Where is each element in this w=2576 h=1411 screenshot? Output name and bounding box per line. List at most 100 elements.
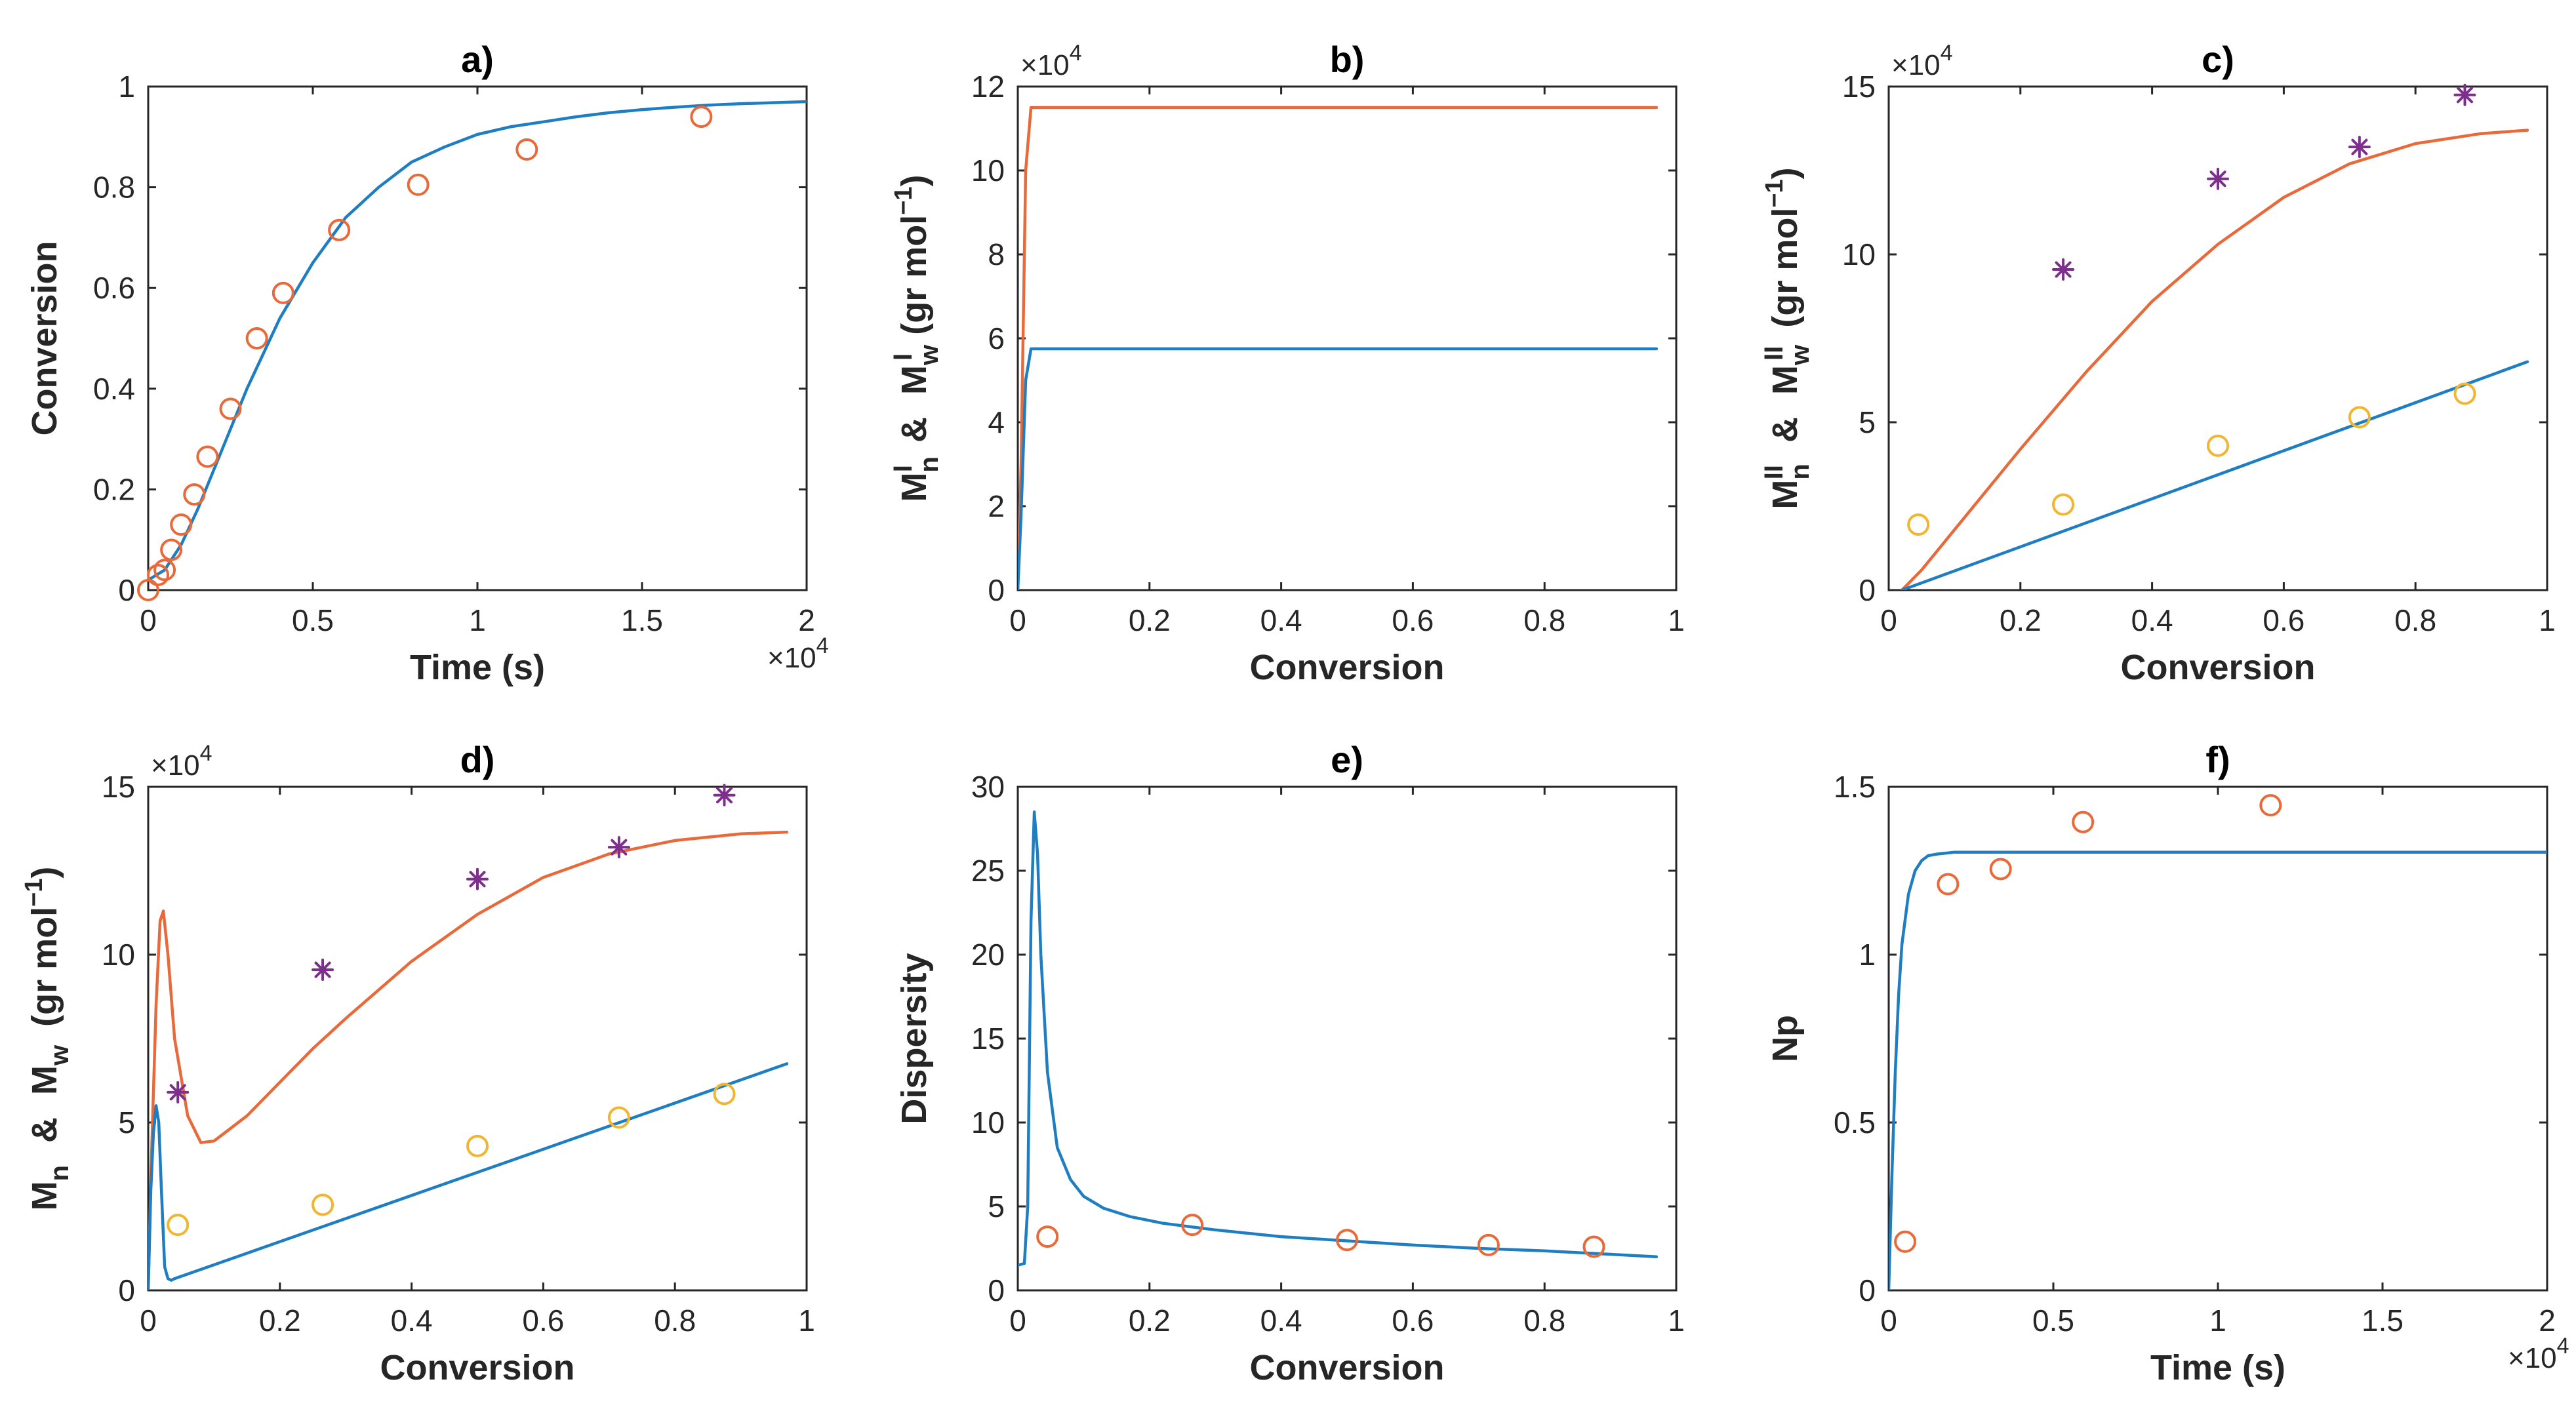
chart-panel-c: 0 0.2 0.4 0.6 0.8 1051015c)ConversionMnII&MwI…	[1760, 39, 2556, 687]
x-tick-label: 1.5	[2362, 1303, 2404, 1338]
x-axis-label: Time (s)	[2150, 1348, 2285, 1387]
y-axis-label-part: II	[1760, 346, 1788, 361]
y-tick-label: 0.6	[93, 271, 135, 305]
y-axis-label: Mn & Mw (gr mol−1)	[20, 867, 74, 1211]
y-axis-label-part: )	[895, 174, 934, 186]
y-tick-label: 5	[988, 1189, 1005, 1223]
data-point-circle	[160, 538, 183, 561]
x-tick-label: 1	[469, 603, 486, 637]
series-line-mw-model	[148, 830, 789, 1290]
y-axis-label-part: )	[1765, 167, 1805, 179]
data-point-circle	[153, 559, 176, 582]
x-tick-label: 0.5	[292, 603, 334, 637]
data-point-star	[466, 867, 489, 890]
data-point-circle	[1582, 1235, 1605, 1258]
y-tick-label: 15	[971, 1022, 1005, 1056]
x-tick-label: 0	[1880, 1303, 1897, 1338]
x-tick-label: 1	[1668, 1303, 1685, 1338]
x-tick-label: 2	[2539, 1303, 2556, 1338]
chart-panel-b: 0 0.2 0.4 0.6 0.8 1024681012b)ConversionMnI&M…	[889, 39, 1685, 687]
y-tick-label: 0	[988, 1273, 1005, 1307]
x-tick-label: 0.5	[2032, 1303, 2074, 1338]
series-layer	[148, 830, 789, 1290]
data-point-star	[167, 1081, 190, 1103]
x-axis-label: Time (s)	[410, 648, 545, 687]
panel-title: d)	[460, 739, 495, 780]
data-point-circle	[2348, 406, 2371, 429]
y-axis-label-part: −1	[1761, 179, 1788, 207]
x-tick-label: 1	[2209, 1303, 2226, 1338]
y-axis-label-part: −1	[890, 186, 917, 214]
y-axis-label-part: &	[895, 417, 934, 443]
y-tick-label: 0.2	[93, 472, 135, 506]
data-point-circle	[183, 483, 206, 506]
x-tick-label: 0.8	[2394, 603, 2436, 637]
y-tick-label: 20	[971, 938, 1005, 972]
y-axis-label-part: n	[915, 456, 944, 472]
chart-panel-e: 0 0.2 0.4 0.6 0.8 1051015202530e)ConversionDi…	[895, 739, 1685, 1387]
panel-title: b)	[1330, 39, 1365, 80]
data-point-circle	[2072, 810, 2095, 833]
y-tick-label: 1	[1859, 938, 1876, 972]
y-axis-label-part: (gr mol	[1765, 208, 1805, 328]
series-layer	[1889, 850, 2547, 1290]
series-layer	[1018, 106, 1659, 590]
y-tick-label: 10	[971, 153, 1005, 188]
data-point-star	[2052, 258, 2075, 281]
data-point-circle	[147, 563, 170, 586]
y-axis-label-part: I	[889, 353, 917, 361]
y-tick-label: 10	[1842, 237, 1876, 271]
data-point-circle	[196, 445, 219, 468]
y-axis-label-part: II	[1760, 465, 1788, 479]
x-tick-label: 0.4	[2131, 603, 2173, 637]
series-layer	[1018, 810, 1659, 1267]
data-point-circle	[1477, 1233, 1500, 1256]
data-point-circle	[272, 281, 294, 304]
x-tick-label: 1.5	[621, 603, 663, 637]
chart-panel-f: 0 0.5 1 1.5 2 0 0.5 1 1.5 f) Time (s) Np ×104	[1765, 739, 2569, 1387]
panel-title: c)	[2202, 39, 2234, 80]
y-multiplier: ×104	[151, 741, 212, 782]
x-tick-label: 0.2	[259, 1303, 301, 1338]
y-multiplier: ×104	[1020, 41, 1082, 81]
y-tick-label: 6	[988, 321, 1005, 355]
x-tick-label: 0.6	[1392, 1303, 1434, 1338]
panel-title: f)	[2205, 739, 2230, 780]
y-axis-label-part: M	[895, 365, 934, 395]
y-axis-label-part: (gr mol	[25, 907, 64, 1027]
x-tick-label: 0.2	[2000, 603, 2042, 637]
y-multiplier: ×104	[1891, 41, 1953, 81]
series-layer	[1900, 129, 2529, 590]
data-point-star	[2453, 83, 2476, 106]
y-axis-label-part: n	[45, 1165, 74, 1181]
data-point-circle	[167, 1214, 190, 1237]
y-tick-label: 4	[988, 405, 1005, 439]
x-tick-label: 0.8	[1523, 1303, 1565, 1338]
data-point-star	[2207, 167, 2229, 190]
data-point-circle	[2207, 434, 2229, 457]
data-point-star	[2348, 136, 2371, 159]
data-point-circle	[690, 106, 713, 129]
chart-panel-d: 0 0.2 0.4 0.6 0.8 1051015d)ConversionMn&Mw(gr…	[20, 739, 815, 1387]
y-tick-label: 0	[118, 1273, 135, 1307]
x-tick-label: 0.4	[391, 1303, 433, 1338]
y-tick-label: 10	[971, 1105, 1005, 1140]
series-line-mn-model	[148, 1062, 789, 1290]
data-point-circle	[1907, 513, 1930, 536]
data-point-circle	[1989, 858, 2012, 881]
x-tick-label: 0	[1880, 603, 1897, 637]
y-tick-label: 8	[988, 237, 1005, 271]
x-tick-label: 0.2	[1129, 603, 1171, 637]
data-point-star	[312, 959, 334, 982]
y-axis-label-part: w	[45, 1044, 74, 1066]
data-point-star	[607, 836, 630, 859]
panel-title: a)	[461, 39, 494, 80]
y-axis-label-part: M	[25, 1181, 64, 1210]
x-tick-label: 0	[1009, 1303, 1026, 1338]
axes-box	[1016, 85, 1678, 591]
y-tick-label: 0.5	[1834, 1105, 1876, 1140]
x-tick-label: 2	[798, 603, 815, 637]
x-multiplier: ×104	[2508, 1334, 2569, 1374]
x-tick-label: 0.2	[1129, 1303, 1171, 1338]
